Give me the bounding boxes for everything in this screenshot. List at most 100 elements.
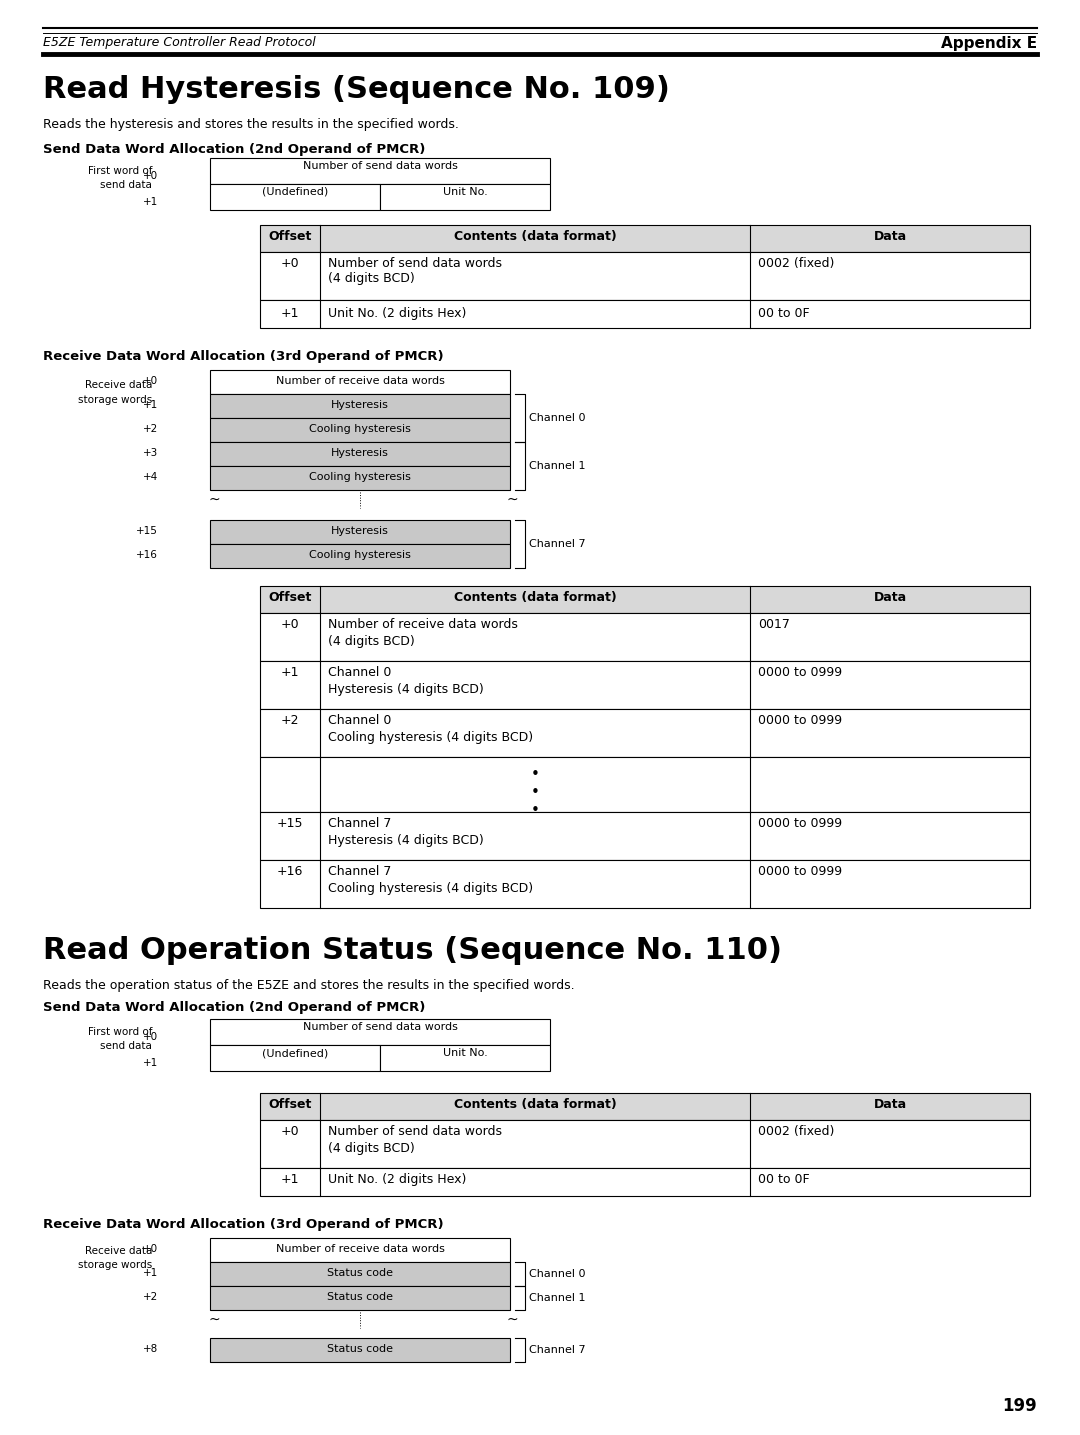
Text: +2: +2 [143, 1292, 158, 1302]
Text: +16: +16 [276, 865, 303, 878]
Text: Hysteresis: Hysteresis [332, 527, 389, 537]
Text: 00 to 0F: 00 to 0F [758, 307, 810, 320]
Text: Receive data: Receive data [84, 380, 152, 390]
Text: Channel 0: Channel 0 [328, 715, 391, 728]
Text: +0: +0 [281, 257, 299, 270]
Text: Number of send data words: Number of send data words [328, 257, 502, 270]
Text: (Undefined): (Undefined) [261, 187, 328, 197]
Text: +0: +0 [143, 1244, 158, 1254]
Text: Cooling hysteresis: Cooling hysteresis [309, 550, 410, 560]
Text: +2: +2 [143, 423, 158, 433]
Text: send data: send data [100, 1040, 152, 1050]
Bar [210, 1238, 510, 1261]
Text: (4 digits BCD): (4 digits BCD) [328, 636, 415, 649]
Text: Cooling hysteresis: Cooling hysteresis [309, 472, 410, 482]
Text: Unit No. (2 digits Hex): Unit No. (2 digits Hex) [328, 307, 467, 320]
Text: Hysteresis (4 digits BCD): Hysteresis (4 digits BCD) [328, 834, 484, 847]
Text: Cooling hysteresis: Cooling hysteresis [309, 423, 410, 433]
Text: (4 digits BCD): (4 digits BCD) [328, 1142, 415, 1155]
Bar [260, 1119, 1030, 1168]
Text: +2: +2 [281, 715, 299, 728]
Text: +1: +1 [143, 197, 158, 207]
Text: Receive data: Receive data [84, 1246, 152, 1256]
Text: First word of: First word of [87, 166, 152, 177]
Bar [260, 758, 1030, 812]
Bar [210, 519, 510, 544]
Text: (4 digits BCD): (4 digits BCD) [328, 273, 415, 286]
Bar [260, 300, 1030, 329]
Text: Status code: Status code [327, 1269, 393, 1279]
Text: Hysteresis: Hysteresis [332, 400, 389, 410]
Bar [210, 418, 510, 442]
Text: +0: +0 [143, 171, 158, 181]
Bar [210, 370, 510, 395]
Text: Data: Data [874, 1098, 906, 1111]
Text: Reads the hysteresis and stores the results in the specified words.: Reads the hysteresis and stores the resu… [43, 118, 459, 131]
Text: Number of send data words: Number of send data words [302, 161, 458, 171]
Text: Status code: Status code [327, 1292, 393, 1302]
Text: +1: +1 [281, 1172, 299, 1185]
Bar [260, 585, 1030, 613]
Text: Offset: Offset [268, 591, 312, 604]
Text: Channel 7: Channel 7 [529, 540, 585, 550]
Text: Send Data Word Allocation (2nd Operand of PMCR): Send Data Word Allocation (2nd Operand o… [43, 144, 426, 156]
Text: Status code: Status code [327, 1345, 393, 1355]
Text: Unit No.: Unit No. [443, 187, 487, 197]
Text: 0000 to 0999: 0000 to 0999 [758, 666, 842, 679]
Text: 0002 (fixed): 0002 (fixed) [758, 257, 835, 270]
Text: +0: +0 [281, 618, 299, 631]
Text: ~: ~ [208, 1313, 219, 1327]
Bar [260, 1168, 1030, 1195]
Text: +0: +0 [281, 1125, 299, 1138]
Bar [210, 184, 380, 210]
Text: Unit No. (2 digits Hex): Unit No. (2 digits Hex) [328, 1172, 467, 1185]
Bar [210, 395, 510, 418]
Text: Channel 7: Channel 7 [529, 1345, 585, 1355]
Bar [260, 860, 1030, 908]
Text: Appendix E: Appendix E [941, 36, 1037, 52]
Text: storage words: storage words [78, 1260, 152, 1270]
Text: Hysteresis: Hysteresis [332, 448, 389, 458]
Bar [260, 1093, 1030, 1119]
Text: 0000 to 0999: 0000 to 0999 [758, 715, 842, 728]
Text: Offset: Offset [268, 230, 312, 243]
Text: ~: ~ [507, 1313, 518, 1327]
Bar [260, 225, 1030, 253]
Text: Cooling hysteresis (4 digits BCD): Cooling hysteresis (4 digits BCD) [328, 883, 534, 895]
Bar [210, 1261, 510, 1286]
Text: Number of send data words: Number of send data words [328, 1125, 502, 1138]
Bar [210, 1045, 380, 1071]
Text: +1: +1 [143, 1269, 158, 1279]
Text: Hysteresis (4 digits BCD): Hysteresis (4 digits BCD) [328, 683, 484, 696]
Text: 199: 199 [1002, 1398, 1037, 1415]
Text: +8: +8 [143, 1345, 158, 1355]
Text: Read Hysteresis (Sequence No. 109): Read Hysteresis (Sequence No. 109) [43, 75, 670, 103]
Bar [260, 613, 1030, 662]
Text: Channel 1: Channel 1 [529, 1293, 585, 1303]
Bar [260, 709, 1030, 758]
Text: Data: Data [874, 591, 906, 604]
Text: •: • [530, 804, 539, 818]
Text: +0: +0 [143, 1032, 158, 1042]
Text: +16: +16 [136, 550, 158, 560]
Text: Number of receive data words: Number of receive data words [328, 618, 518, 631]
Text: +1: +1 [143, 400, 158, 410]
Bar [210, 442, 510, 466]
Text: Reads the operation status of the E5ZE and stores the results in the specified w: Reads the operation status of the E5ZE a… [43, 979, 575, 992]
Text: Number of receive data words: Number of receive data words [275, 376, 445, 386]
Bar [380, 184, 550, 210]
Text: 0002 (fixed): 0002 (fixed) [758, 1125, 835, 1138]
Bar [210, 1019, 550, 1045]
Text: 0000 to 0999: 0000 to 0999 [758, 817, 842, 829]
Text: Number of send data words: Number of send data words [302, 1022, 458, 1032]
Text: ~: ~ [507, 494, 518, 507]
Text: +0: +0 [143, 376, 158, 386]
Text: Data: Data [874, 230, 906, 243]
Text: Channel 0: Channel 0 [529, 1269, 585, 1279]
Bar [210, 1337, 510, 1362]
Text: Receive Data Word Allocation (3rd Operand of PMCR): Receive Data Word Allocation (3rd Operan… [43, 1218, 444, 1231]
Text: +1: +1 [281, 307, 299, 320]
Text: E5ZE Temperature Controller Read Protocol: E5ZE Temperature Controller Read Protoco… [43, 36, 315, 49]
Bar [210, 466, 510, 489]
Text: Unit No.: Unit No. [443, 1048, 487, 1058]
